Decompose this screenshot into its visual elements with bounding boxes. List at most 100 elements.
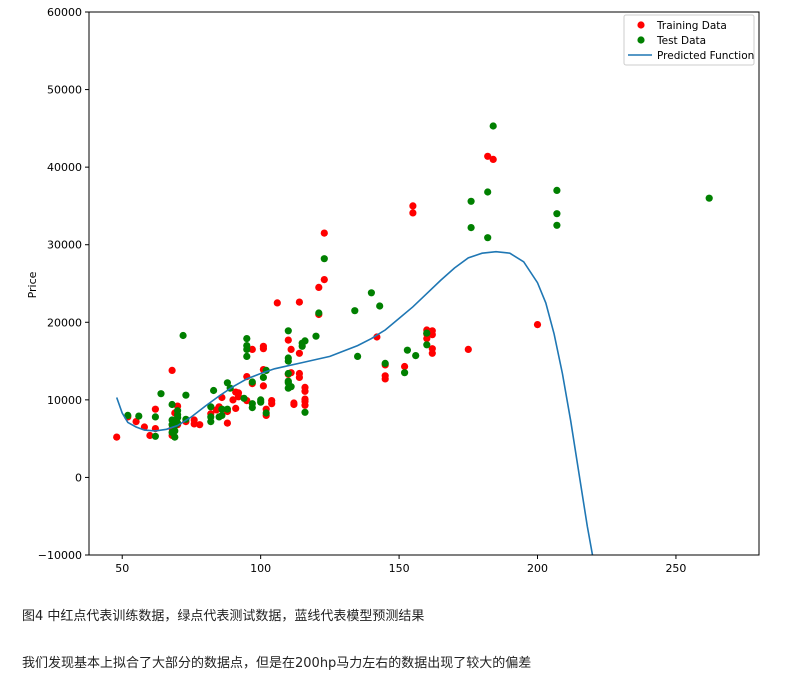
data-point <box>484 188 492 196</box>
data-point <box>373 333 381 341</box>
legend-marker <box>637 36 645 44</box>
x-tick-label: 250 <box>665 562 686 575</box>
y-tick-label: 10000 <box>47 394 82 407</box>
y-tick-label: 20000 <box>47 316 82 329</box>
data-point <box>403 346 411 354</box>
data-point <box>151 405 159 413</box>
data-point <box>489 155 497 163</box>
y-axis-label: Price <box>26 271 39 298</box>
data-point <box>190 416 198 424</box>
data-point <box>223 405 231 413</box>
legend-frame <box>623 14 755 66</box>
data-point <box>312 332 320 340</box>
data-point <box>489 122 497 130</box>
data-point <box>132 418 140 426</box>
series-training <box>113 152 542 441</box>
data-point <box>284 336 292 344</box>
data-point <box>168 400 176 409</box>
data-point <box>262 409 270 417</box>
data-point <box>259 342 267 350</box>
data-point <box>295 349 303 357</box>
data-point <box>290 399 298 407</box>
data-point <box>553 221 561 229</box>
data-point <box>174 407 182 415</box>
figure-caption: 图4 中红点代表训练数据，绿点代表测试数据，蓝线代表模型预测结果 <box>22 609 425 624</box>
data-point <box>232 404 240 412</box>
data-point <box>243 335 251 343</box>
data-point <box>171 427 179 435</box>
legend-label: Training Data <box>656 20 727 32</box>
data-point <box>210 386 218 395</box>
y-tick-label: 50000 <box>47 84 82 97</box>
data-point <box>207 413 215 421</box>
data-point <box>179 331 187 340</box>
data-point <box>273 299 281 307</box>
data-point <box>135 412 143 420</box>
data-point <box>229 396 237 404</box>
legend-label: Predicted Function <box>657 50 754 62</box>
data-point <box>467 224 475 232</box>
data-point <box>484 234 492 242</box>
x-axis: 50 100 150 200 250 <box>115 555 686 575</box>
y-axis: −10000 0 10000 20000 30000 40000 50000 60000 <box>38 6 89 562</box>
data-point <box>257 396 265 404</box>
y-tick-label: −10000 <box>38 549 82 562</box>
y-tick-label: 0 <box>75 471 82 484</box>
data-point <box>464 345 472 353</box>
data-point <box>428 327 436 335</box>
data-point <box>124 411 132 419</box>
data-point <box>351 307 359 315</box>
data-point <box>367 289 375 297</box>
data-point <box>248 345 256 353</box>
data-point <box>196 421 204 429</box>
data-point <box>412 352 420 360</box>
predicted-function-line <box>115 250 594 555</box>
y-tick-label: 40000 <box>47 161 82 174</box>
data-point <box>301 408 309 416</box>
data-point <box>284 354 292 362</box>
data-point <box>354 352 362 360</box>
data-point <box>301 395 309 403</box>
data-point <box>533 321 542 329</box>
data-point <box>287 383 295 391</box>
data-point <box>223 419 231 427</box>
data-point <box>171 433 179 441</box>
legend-label: Test Data <box>656 35 706 47</box>
plot-area-frame <box>88 11 760 556</box>
data-point <box>157 390 165 398</box>
x-tick-label: 100 <box>250 562 271 575</box>
data-point <box>248 378 256 386</box>
data-point <box>146 431 154 440</box>
x-tick-label: 200 <box>527 562 548 575</box>
data-point <box>320 255 328 263</box>
data-point <box>113 433 121 441</box>
data-point <box>301 337 309 345</box>
data-point <box>401 362 409 371</box>
data-point <box>168 416 176 424</box>
legend-marker <box>637 21 645 29</box>
data-point <box>428 345 436 353</box>
data-point <box>234 389 243 397</box>
data-point <box>553 210 561 218</box>
data-point <box>295 369 303 378</box>
data-point <box>467 197 475 205</box>
data-point <box>284 377 292 385</box>
data-point <box>381 372 389 380</box>
x-tick-label: 50 <box>115 562 129 575</box>
data-point <box>218 405 226 413</box>
data-point <box>259 382 267 390</box>
data-point <box>248 400 256 408</box>
data-point <box>218 411 226 419</box>
data-point <box>240 394 248 402</box>
data-point <box>484 152 492 160</box>
data-point <box>423 329 431 337</box>
legend: Training Data Test Data Predicted Function <box>623 14 755 66</box>
data-point <box>243 352 251 360</box>
data-point <box>168 366 176 374</box>
data-point <box>151 413 159 421</box>
data-point <box>151 432 159 440</box>
y-tick-label: 60000 <box>47 6 82 19</box>
body-paragraph: 我们发现基本上拟合了大部分的数据点，但是在200hp马力左右的数据出现了较大的偏… <box>22 656 532 671</box>
chart-data-layer <box>113 122 713 555</box>
data-point <box>182 391 190 399</box>
